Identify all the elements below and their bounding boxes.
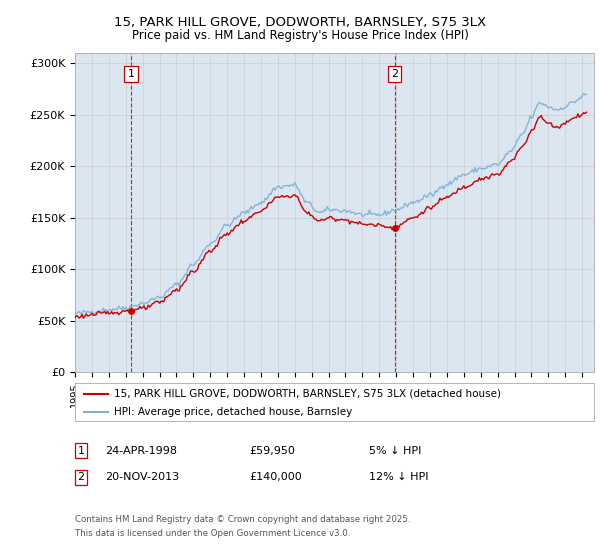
Text: 24-APR-1998: 24-APR-1998 <box>105 446 177 456</box>
Text: 15, PARK HILL GROVE, DODWORTH, BARNSLEY, S75 3LX (detached house): 15, PARK HILL GROVE, DODWORTH, BARNSLEY,… <box>114 389 501 399</box>
Text: HPI: Average price, detached house, Barnsley: HPI: Average price, detached house, Barn… <box>114 407 352 417</box>
Text: 5% ↓ HPI: 5% ↓ HPI <box>369 446 421 456</box>
Text: £59,950: £59,950 <box>249 446 295 456</box>
Text: This data is licensed under the Open Government Licence v3.0.: This data is licensed under the Open Gov… <box>75 529 350 538</box>
Text: 15, PARK HILL GROVE, DODWORTH, BARNSLEY, S75 3LX: 15, PARK HILL GROVE, DODWORTH, BARNSLEY,… <box>114 16 486 29</box>
Text: £140,000: £140,000 <box>249 472 302 482</box>
Text: 1: 1 <box>77 446 85 456</box>
Text: 12% ↓ HPI: 12% ↓ HPI <box>369 472 428 482</box>
Text: 1: 1 <box>127 69 134 79</box>
Text: 2: 2 <box>391 69 398 79</box>
Text: 20-NOV-2013: 20-NOV-2013 <box>105 472 179 482</box>
Text: 2: 2 <box>77 472 85 482</box>
Text: Contains HM Land Registry data © Crown copyright and database right 2025.: Contains HM Land Registry data © Crown c… <box>75 515 410 524</box>
Text: Price paid vs. HM Land Registry's House Price Index (HPI): Price paid vs. HM Land Registry's House … <box>131 29 469 42</box>
